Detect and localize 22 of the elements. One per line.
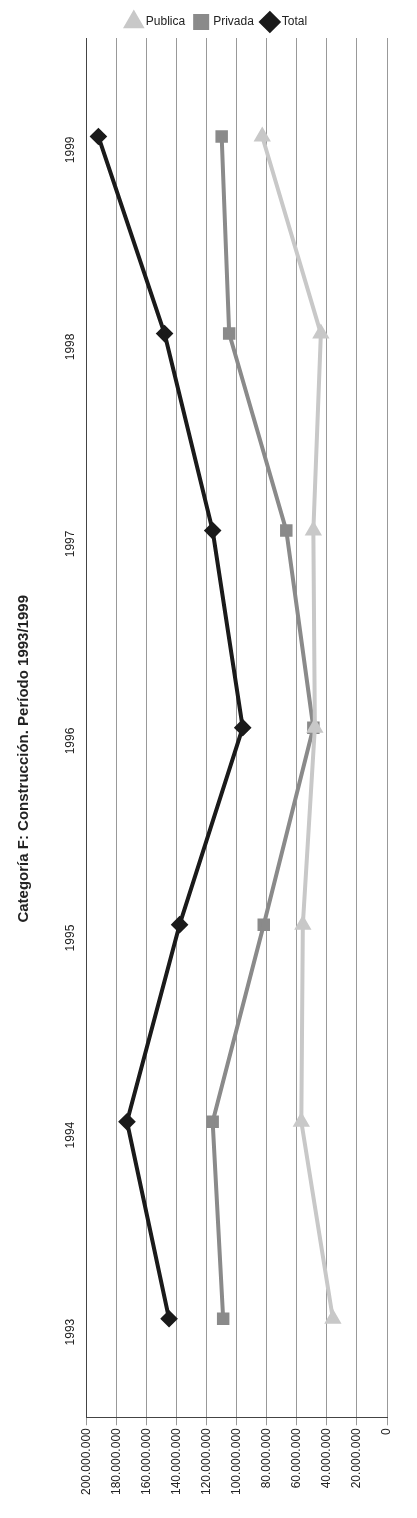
x-tick-label: 120.000.000 [198, 1427, 213, 1495]
x-tick-label: 160.000.000 [138, 1427, 153, 1495]
text: Categoría F: Construcción. Período 1993/1999 [13, 595, 31, 923]
y-tick-label: 1998 [62, 333, 77, 361]
x-tick-label: 0 [379, 1427, 394, 1435]
x-tick-label: 60.000.000 [289, 1427, 304, 1489]
y-tick-label: 1995 [62, 924, 77, 952]
x-tick-label: 200.000.000 [78, 1427, 93, 1495]
x-tick-label: 140.000.000 [168, 1427, 183, 1495]
x-tick-label: 80.000.000 [259, 1427, 274, 1489]
x-tick-label: 180.000.000 [108, 1427, 123, 1495]
x-tick-label: 20.000.000 [349, 1427, 364, 1489]
legend-label: Publica [145, 14, 186, 29]
legend-label: Total [281, 14, 308, 29]
y-tick-label: 1999 [62, 136, 77, 164]
legend-label: Privada [213, 14, 255, 29]
y-tick-label: 1994 [62, 1121, 77, 1149]
y-tick-label: 1996 [62, 727, 77, 755]
y-tick-label: 1997 [62, 530, 77, 558]
x-tick-label: 40.000.000 [319, 1427, 334, 1489]
x-tick-label: 100.000.000 [229, 1427, 244, 1495]
y-tick-label: 1993 [62, 1318, 77, 1346]
